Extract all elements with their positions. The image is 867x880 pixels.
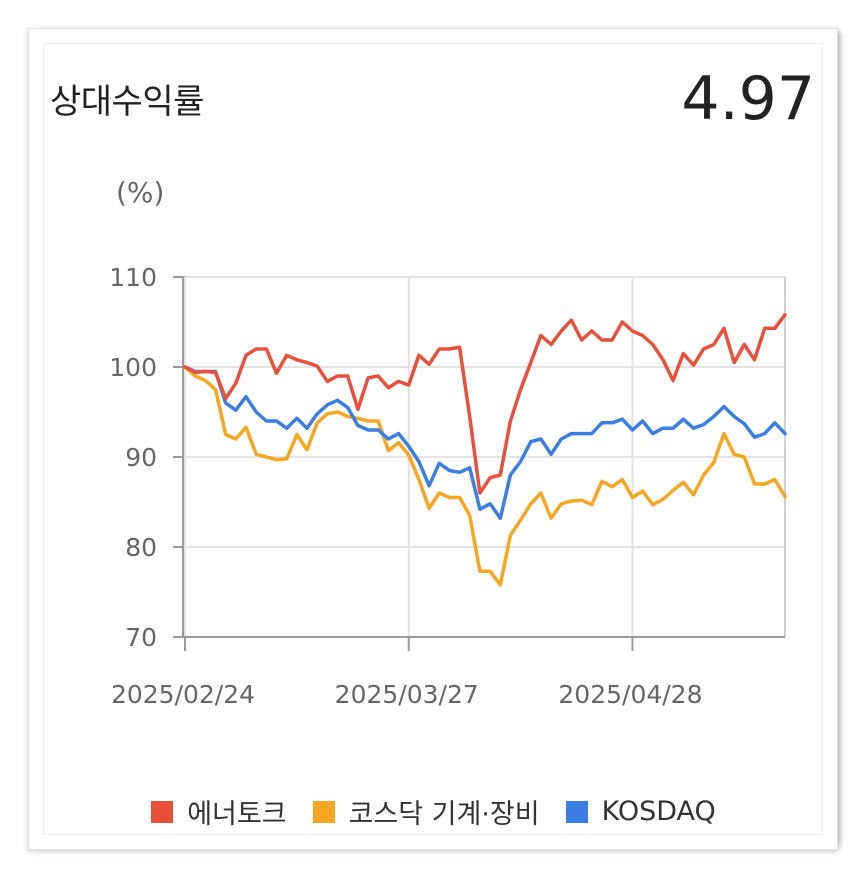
- chart-legend: 에너토크 코스닥 기계·장비 KOSDAQ: [0, 792, 867, 831]
- legend-item-kosdaq-machinery: 코스닥 기계·장비: [312, 792, 540, 831]
- series-line-energytorque: [183, 313, 787, 495]
- x-tick-label: 2025/04/28: [558, 680, 702, 709]
- legend-swatch: [565, 800, 588, 823]
- x-tick-label: 2025/02/24: [111, 680, 255, 709]
- chart-title: 상대수익률: [50, 82, 204, 122]
- y-tick-label: 100: [109, 353, 157, 382]
- x-tick-label: 2025/03/27: [335, 680, 479, 709]
- legend-label: 에너토크: [187, 799, 287, 830]
- y-tick-label: 70: [125, 623, 157, 652]
- series-line-kosdaq-machinery: [183, 365, 787, 587]
- y-tick-label: 80: [125, 533, 157, 562]
- relative-return-value: 4.97: [681, 64, 815, 134]
- legend-swatch: [312, 800, 335, 823]
- series-line-kosdaq: [183, 365, 787, 520]
- legend-item-kosdaq: KOSDAQ: [565, 796, 716, 827]
- legend-label: KOSDAQ: [601, 796, 716, 827]
- chart-card-inner: [43, 43, 823, 835]
- legend-label: 코스닥 기계·장비: [348, 799, 540, 830]
- chart-card: [28, 28, 838, 850]
- y-axis-unit-label: (%): [116, 176, 165, 209]
- y-tick-label: 110: [109, 263, 157, 292]
- legend-item-energytorque: 에너토크: [151, 792, 287, 831]
- legend-swatch: [151, 800, 174, 823]
- y-tick-label: 90: [125, 443, 157, 472]
